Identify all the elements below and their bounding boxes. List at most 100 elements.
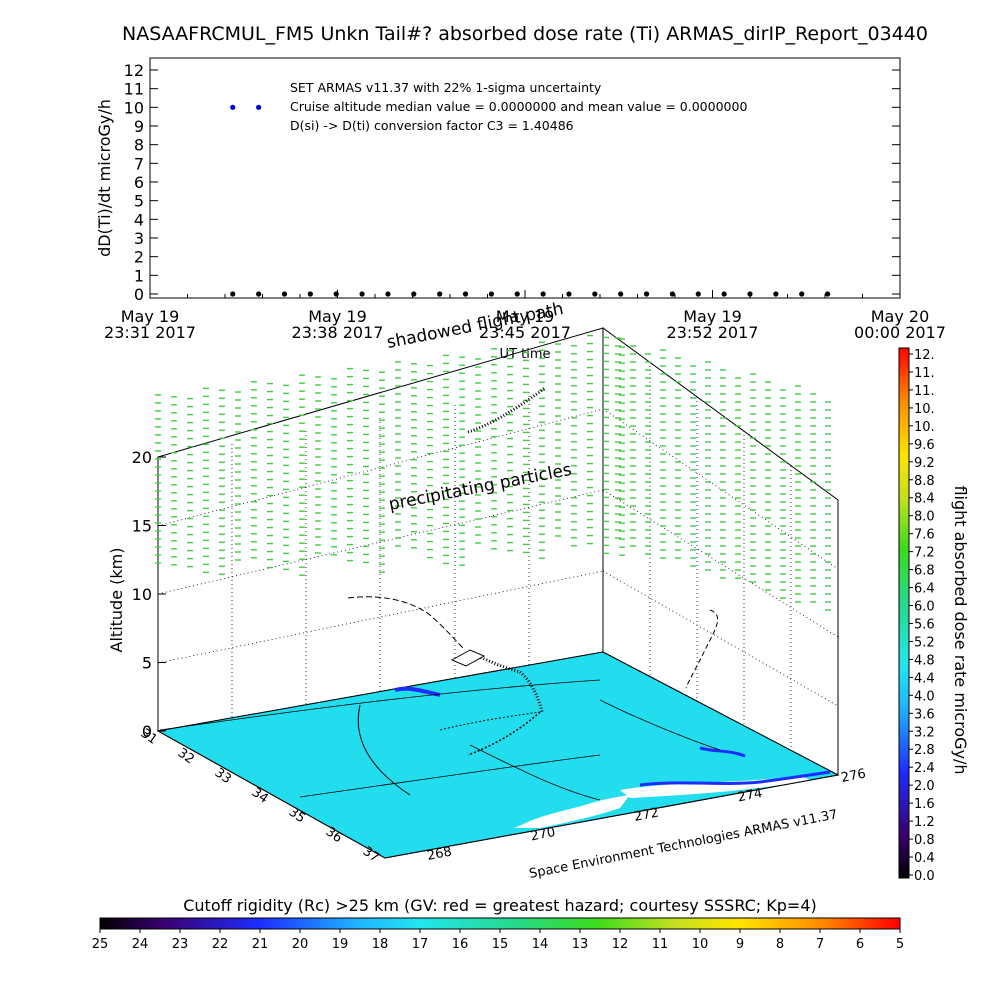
- x-tick-label-date: May 19: [496, 307, 555, 326]
- data-point: [307, 291, 313, 297]
- y-tick-label: 6: [134, 173, 144, 192]
- dose-colorbar-tick-label: 6.0: [914, 600, 935, 615]
- longitude-tick-label: 268: [426, 844, 453, 863]
- dose-colorbar-tick-label: 4.8: [914, 653, 935, 668]
- front-edge-left: [157, 730, 386, 859]
- data-point: [256, 104, 262, 110]
- data-point: [359, 291, 365, 297]
- data-point: [773, 291, 779, 297]
- dose-colorbar-tick-label: 6.4: [914, 582, 935, 597]
- rigidity-colorbar-tick-label: 25: [92, 937, 109, 952]
- data-point: [333, 291, 339, 297]
- chart-title: NASAAFRCMUL_FM5 Unkn Tail#? absorbed dos…: [122, 23, 928, 45]
- rigidity-colorbar-tick-label: 23: [172, 937, 189, 952]
- data-point: [462, 291, 469, 297]
- longitude-axis: 268 270 272 274 276: [426, 766, 867, 863]
- dose-colorbar-tick-label: 5.2: [914, 635, 935, 650]
- data-point: [566, 291, 572, 297]
- data-point: [540, 291, 546, 297]
- rigidity-colorbar-tick-label: 5: [896, 937, 904, 952]
- y-tick-label: 5: [134, 192, 144, 211]
- data-point: [385, 291, 391, 297]
- rigidity-colorbar-tick-label: 13: [572, 937, 589, 952]
- data-point: [281, 291, 288, 297]
- data-points: [230, 104, 831, 297]
- y-tick-label: 4: [134, 210, 144, 229]
- rigidity-colorbar-tick-label: 7: [816, 937, 824, 952]
- y-tick-label: 1: [134, 266, 144, 285]
- rigidity-colorbar-tick-label: 21: [252, 937, 269, 952]
- annotations: SET ARMAS v11.37 with 22% 1-sigma uncert…: [290, 80, 747, 133]
- dose-colorbar-tick-label: 0.8: [914, 833, 935, 848]
- dose-colorbar-tick-label: 4.0: [914, 689, 935, 704]
- front-edge-right: [384, 774, 839, 859]
- dose-colorbar-tick-label: 6.8: [914, 564, 935, 579]
- dose-colorbar: [898, 347, 910, 879]
- dose-colorbar-tick-label: 5.6: [914, 617, 935, 632]
- annotation-line: SET ARMAS v11.37 with 22% 1-sigma uncert…: [290, 80, 602, 95]
- x-tick-label-time: 23:52 2017: [667, 323, 759, 342]
- y-tick-label: 3: [134, 229, 144, 248]
- data-point: [799, 291, 805, 297]
- data-point: [230, 104, 236, 110]
- data-point: [669, 291, 676, 297]
- rigidity-colorbar-ticks: 25 24 23 22 21 20 19 18 17 16 15 14 13 12 11 10 9 8 7 6 5: [92, 929, 904, 952]
- dose-colorbar-tick-label: 8.4: [914, 492, 935, 507]
- dose-colorbar-tick-label: 12.: [914, 348, 935, 363]
- dose-colorbar-tick-label: 10.: [914, 402, 935, 417]
- x-tick-label-time: 23:45 2017: [479, 323, 571, 342]
- dose-colorbar-tick-label: 0.4: [914, 851, 935, 866]
- map-features: [159, 679, 831, 828]
- y-tick-label: 12: [124, 61, 144, 80]
- y-tick-label: 7: [134, 154, 144, 173]
- longitude-tick-label: 272: [633, 805, 660, 824]
- rigidity-colorbar-tick-label: 14: [532, 937, 549, 952]
- data-point: [488, 291, 494, 297]
- y-tick-label: 8: [134, 136, 144, 155]
- altitude-tick-label: 5: [142, 654, 152, 673]
- longitude-tick-label: 274: [736, 786, 763, 805]
- rigidity-colorbar: [99, 917, 901, 930]
- rigidity-colorbar-tick-label: 15: [492, 937, 509, 952]
- rigidity-colorbar-tick-label: 19: [332, 937, 349, 952]
- rigidity-colorbar-tick-label: 20: [292, 937, 309, 952]
- dose-colorbar-tick-label: 2.8: [914, 743, 935, 758]
- rigidity-colorbar-tick-label: 17: [412, 937, 429, 952]
- longitude-tick-label: 276: [840, 766, 867, 785]
- rigidity-colorbar-tick-label: 8: [776, 937, 784, 952]
- dose-colorbar-tick-label: 8.0: [914, 510, 935, 525]
- altitude-axis-label: Altitude (km): [107, 548, 126, 653]
- data-point: [747, 291, 753, 297]
- y-axis-label: dD(Ti)/dt microGy/h: [95, 99, 114, 257]
- 3d-plot: shadowed flight path precipitating parti…: [107, 299, 867, 882]
- y-tick-label: 0: [134, 285, 144, 304]
- dose-colorbar-tick-label: 7.6: [914, 528, 935, 543]
- rigidity-colorbar-title: Cutoff rigidity (Rc) >25 km (GV: red = g…: [183, 896, 817, 915]
- annotation-line: D(si) -> D(ti) conversion factor C3 = 1.…: [290, 118, 574, 133]
- x-tick-label-time: 23:38 2017: [292, 323, 384, 342]
- rigidity-colorbar-tick-label: 18: [372, 937, 389, 952]
- x-tick-label-time: 23:31 2017: [104, 323, 196, 342]
- x-tick-label-date: May 20: [871, 307, 930, 326]
- flight-path: [347, 386, 719, 756]
- dose-colorbar-tick-label: 2.4: [914, 761, 935, 776]
- data-point: [824, 291, 831, 297]
- dose-colorbar-tick-label: 3.2: [914, 725, 935, 740]
- data-point: [721, 291, 727, 297]
- data-point: [618, 291, 624, 297]
- altitude-tick-label: 15: [132, 517, 152, 536]
- altitude-tick-label: 0: [142, 722, 152, 741]
- data-point: [437, 291, 443, 297]
- altitude-tick-label: 10: [132, 585, 152, 604]
- dose-colorbar-tick-label: 4.4: [914, 671, 935, 686]
- y-tick-label: 10: [124, 98, 144, 117]
- rigidity-colorbar-tick-label: 11: [652, 937, 669, 952]
- particle-markers: [155, 334, 831, 611]
- data-point: [643, 291, 650, 297]
- altitude-tick-label: 20: [132, 448, 152, 467]
- rigidity-colorbar-tick-label: 10: [692, 937, 709, 952]
- dose-colorbar-tick-label: 1.2: [914, 815, 935, 830]
- data-point: [411, 291, 417, 297]
